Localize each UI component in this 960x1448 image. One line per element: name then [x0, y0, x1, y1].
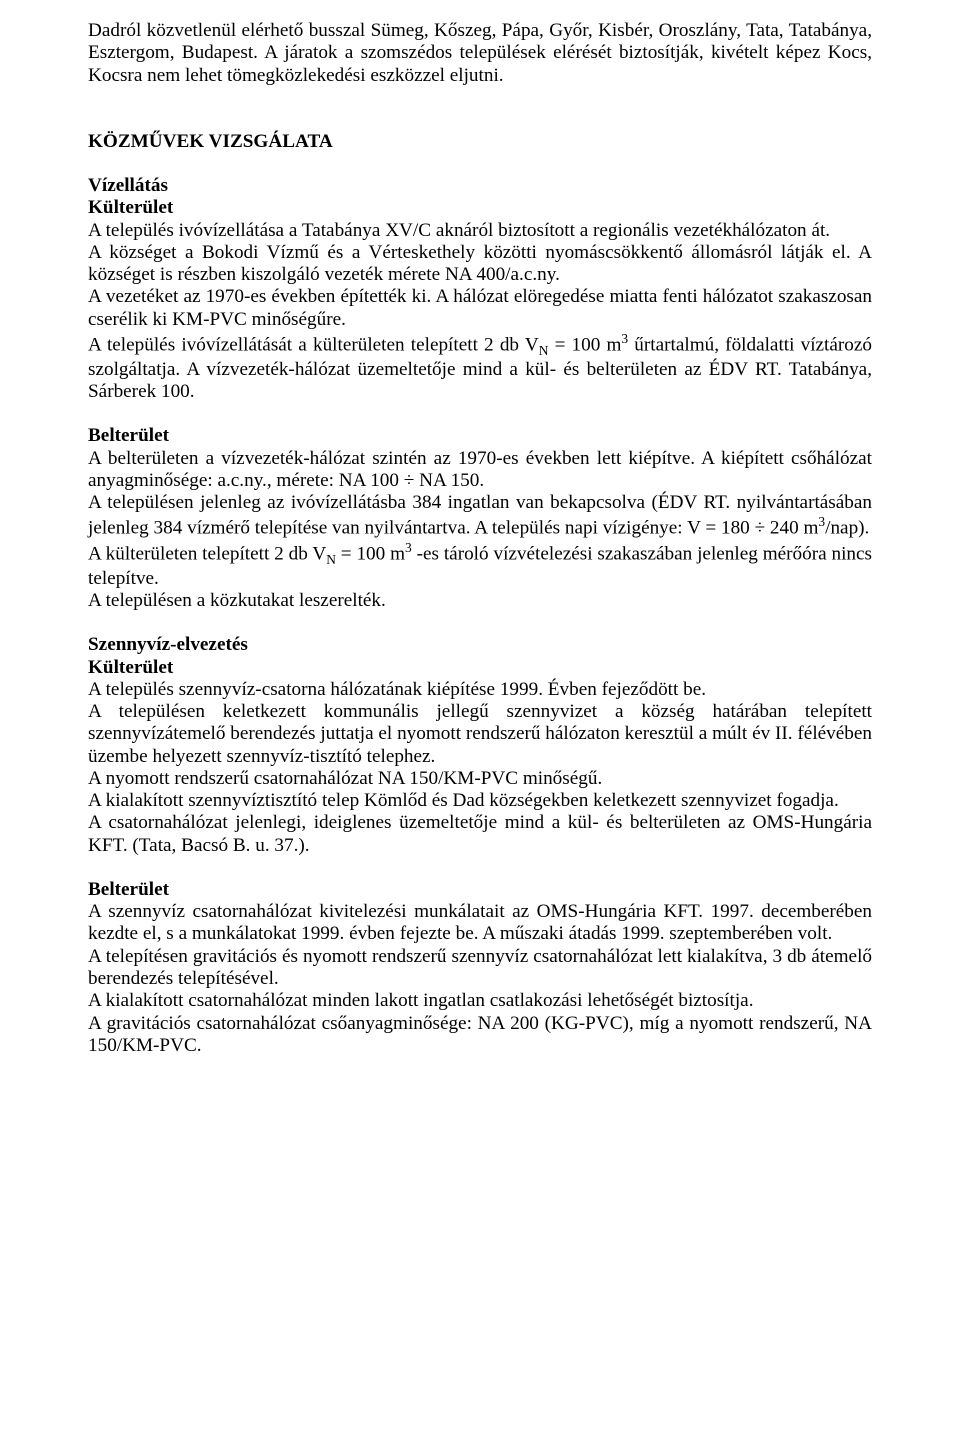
paragraph-15: A szennyvíz csatornahálózat kivitelezési…: [88, 901, 872, 946]
heading-kozmuvek: KÖZMŰVEK VIZSGÁLATA: [88, 131, 872, 153]
paragraph-18: A gravitációs csatornahálózat csőanyagmi…: [88, 1013, 872, 1058]
para5a: A település ivóvízellátását a külterület…: [88, 334, 539, 355]
para8b: = 100 m: [336, 543, 405, 564]
paragraph-8: A külterületen telepített 2 db VN = 100 …: [88, 540, 872, 590]
heading-belterulet-2: Belterület: [88, 879, 872, 901]
paragraph-12: A nyomott rendszerű csatornahálózat NA 1…: [88, 768, 872, 790]
paragraph-6: A belterületen a vízvezeték-hálózat szin…: [88, 448, 872, 493]
para8sub: N: [326, 552, 336, 567]
heading-kulterulet-2: Külterület: [88, 657, 872, 679]
paragraph-17: A kialakított csatornahálózat minden lak…: [88, 990, 872, 1012]
paragraph-14: A csatornahálózat jelenlegi, ideiglenes …: [88, 812, 872, 857]
document-page: Dadról közvetlenül elérhető busszal Süme…: [0, 0, 960, 1448]
paragraph-5: A település ivóvízellátását a külterület…: [88, 331, 872, 403]
para5sub: N: [539, 343, 549, 358]
para5b: = 100 m: [548, 334, 621, 355]
paragraph-3: A községet a Bokodi Vízmű és a Vértesket…: [88, 242, 872, 287]
para8sup: 3: [405, 540, 412, 555]
paragraph-2: A település ivóvízellátása a Tatabánya X…: [88, 220, 872, 242]
para7b: /nap).: [825, 518, 869, 539]
para7a: A településen jelenleg az ivóvízellátásb…: [88, 492, 872, 539]
paragraph-13: A kialakított szennyvíztisztító telep Kö…: [88, 790, 872, 812]
paragraph-11: A településen keletkezett kommunális jel…: [88, 701, 872, 768]
para8a: A külterületen telepített 2 db V: [88, 543, 326, 564]
paragraph-intro: Dadról közvetlenül elérhető busszal Süme…: [88, 20, 872, 87]
paragraph-4: A vezetéket az 1970-es években építették…: [88, 286, 872, 331]
paragraph-7: A településen jelenleg az ivóvízellátásb…: [88, 492, 872, 540]
heading-kulterulet-1: Külterület: [88, 197, 872, 219]
heading-belterulet-1: Belterület: [88, 425, 872, 447]
heading-vizellatas: Vízellátás: [88, 175, 872, 197]
paragraph-10: A település szennyvíz-csatorna hálózatán…: [88, 679, 872, 701]
heading-szennyviz: Szennyvíz-elvezetés: [88, 634, 872, 656]
paragraph-9: A településen a közkutakat leszerelték.: [88, 590, 872, 612]
paragraph-16: A telepítésen gravitációs és nyomott ren…: [88, 946, 872, 991]
